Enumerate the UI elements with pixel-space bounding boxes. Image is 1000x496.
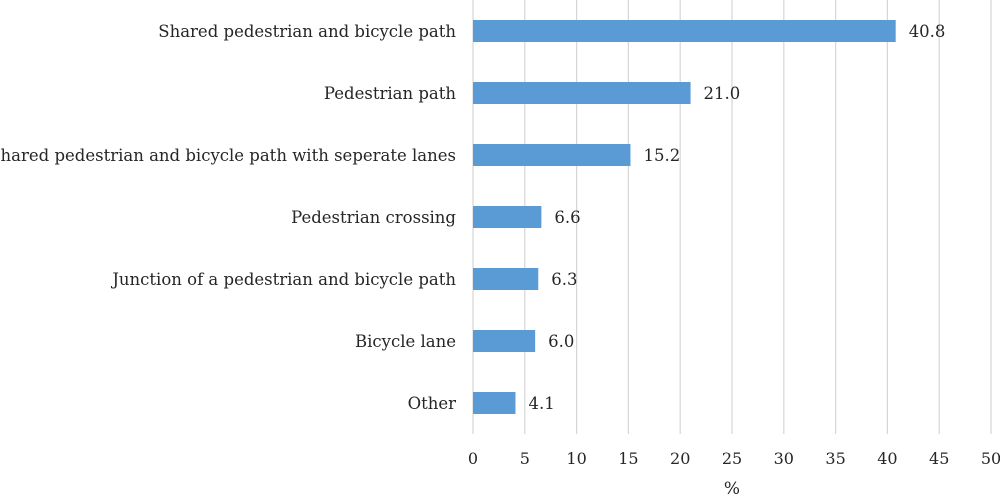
- category-label: Junction of a pedestrian and bicycle pat…: [110, 270, 456, 289]
- category-label: Shared pedestrian and bicycle path: [158, 22, 456, 41]
- x-tick-label: 5: [520, 449, 530, 468]
- value-label: 6.3: [551, 270, 577, 289]
- value-label: 6.6: [554, 208, 580, 227]
- category-label: Other: [408, 394, 457, 413]
- value-label: 40.8: [909, 22, 946, 41]
- bar: [473, 392, 516, 414]
- x-tick-label: 25: [722, 449, 742, 468]
- x-axis-title: %: [724, 479, 740, 496]
- x-tick-label: 45: [929, 449, 949, 468]
- bars: [473, 20, 896, 414]
- bar: [473, 20, 896, 42]
- category-label: Pedestrian crossing: [291, 208, 456, 227]
- x-tick-label: 0: [468, 449, 478, 468]
- bar: [473, 206, 542, 228]
- category-label: Pedestrian path: [324, 84, 456, 103]
- value-label: 4.1: [528, 394, 554, 413]
- x-tick-label: 20: [670, 449, 690, 468]
- category-labels: Shared pedestrian and bicycle path Pedest…: [0, 22, 456, 413]
- x-tick-label: 30: [774, 449, 794, 468]
- category-label: Bicycle lane: [355, 332, 456, 351]
- x-tick-label: 15: [618, 449, 638, 468]
- x-tick-labels: 0 5 10 15 20 25 30 35 40 45 50: [468, 449, 1000, 468]
- bar: [473, 144, 631, 166]
- value-labels: 40.8 21.0 15.2 6.6 6.3 6.0 4.1: [528, 22, 945, 413]
- gridlines: [472, 0, 992, 434]
- value-label: 6.0: [548, 332, 574, 351]
- x-tick-label: 35: [825, 449, 845, 468]
- value-label: 21.0: [704, 84, 741, 103]
- bar: [473, 82, 691, 104]
- bar: [473, 330, 536, 352]
- value-label: 15.2: [643, 146, 680, 165]
- category-label: Shared pedestrian and bicycle path with …: [0, 146, 456, 165]
- x-tick-label: 50: [981, 449, 1000, 468]
- bar: [473, 268, 539, 290]
- x-tick-label: 40: [877, 449, 897, 468]
- x-tick-label: 10: [566, 449, 586, 468]
